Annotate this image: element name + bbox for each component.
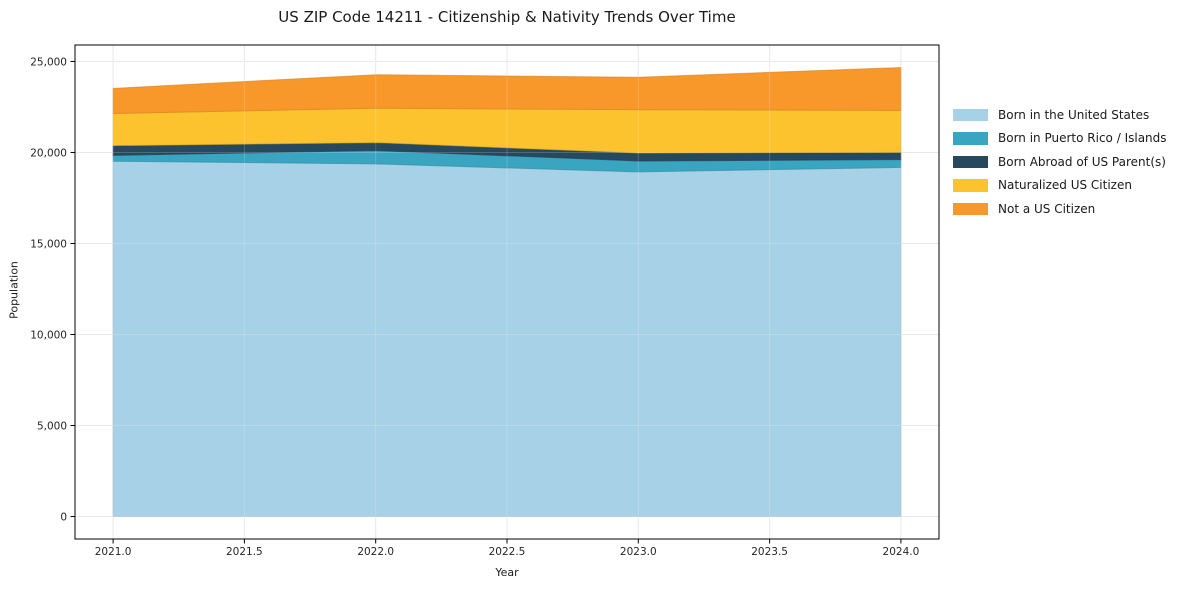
- legend: Born in the United States Born in Puerto …: [953, 103, 1167, 221]
- legend-item: Born Abroad of US Parent(s): [953, 150, 1167, 174]
- y-axis-label: Population: [7, 261, 21, 319]
- x-tick-label: 2023.0: [620, 546, 657, 558]
- y-tick-label: 25,000: [30, 56, 67, 68]
- legend-label: Not a US Citizen: [998, 201, 1096, 216]
- legend-swatch: [953, 132, 988, 145]
- legend-swatch: [953, 108, 988, 121]
- x-axis-label: Year: [495, 566, 519, 579]
- chart-title: US ZIP Code 14211 - Citizenship & Nativi…: [278, 8, 736, 26]
- x-tick-label: 2022.0: [357, 546, 394, 558]
- legend-label: Born in Puerto Rico / Islands: [998, 131, 1167, 146]
- legend-swatch: [953, 202, 988, 215]
- x-tick-label: 2021.5: [226, 546, 263, 558]
- legend-item: Born in the United States: [953, 103, 1167, 127]
- legend-label: Born Abroad of US Parent(s): [998, 154, 1166, 169]
- y-tick-label: 0: [60, 511, 67, 523]
- legend-item: Naturalized US Citizen: [953, 174, 1167, 198]
- legend-item: Not a US Citizen: [953, 197, 1167, 221]
- x-tick-label: 2023.5: [751, 546, 788, 558]
- legend-item: Born in Puerto Rico / Islands: [953, 127, 1167, 151]
- y-tick-label: 5,000: [37, 420, 67, 432]
- x-tick-label: 2024.0: [883, 546, 920, 558]
- x-tick-label: 2022.5: [489, 546, 526, 558]
- legend-swatch: [953, 155, 988, 168]
- legend-swatch: [953, 179, 988, 192]
- y-tick-label: 15,000: [30, 238, 67, 250]
- legend-label: Naturalized US Citizen: [998, 178, 1132, 193]
- legend-label: Born in the United States: [998, 107, 1150, 122]
- y-tick-label: 20,000: [30, 147, 67, 159]
- x-tick-label: 2021.0: [95, 546, 132, 558]
- area-series: [112, 66, 902, 115]
- y-tick-label: 10,000: [30, 329, 67, 341]
